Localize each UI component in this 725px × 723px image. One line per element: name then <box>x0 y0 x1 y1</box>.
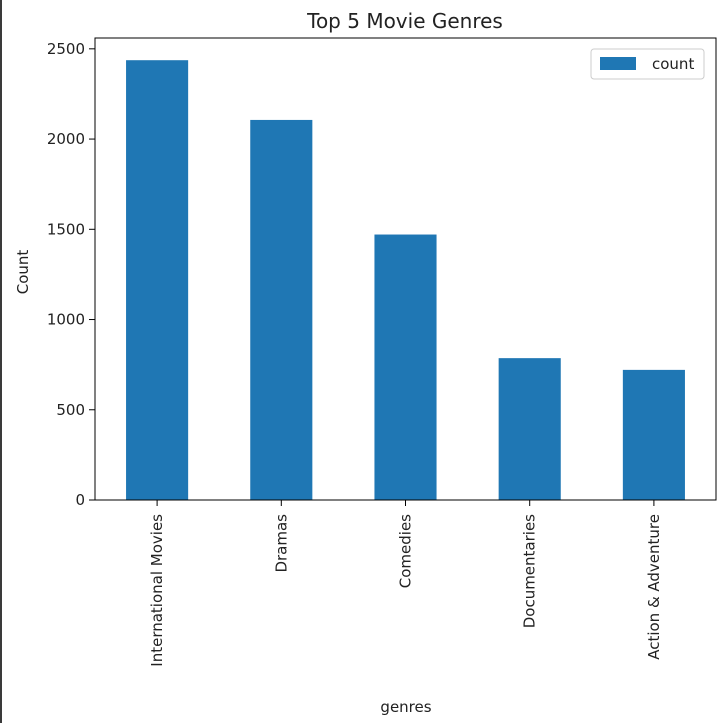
x-tick-label: Comedies <box>397 514 415 588</box>
bar-4 <box>622 369 685 500</box>
x-axis-label: genres <box>380 698 431 716</box>
x-tick-label: Documentaries <box>521 514 539 628</box>
bar-3 <box>498 358 561 500</box>
legend-box <box>590 48 705 80</box>
y-tick-label: 0 <box>75 491 85 509</box>
y-axis: 0 500 1000 1500 2000 2500 <box>47 40 95 509</box>
y-tick-label: 1500 <box>47 220 85 238</box>
x-tick-label: Dramas <box>272 514 290 573</box>
plot-frame <box>94 37 717 501</box>
legend-label: count <box>652 55 694 73</box>
y-tick-label: 1000 <box>47 311 85 329</box>
chart-title: Top 5 Movie Genres <box>306 9 503 33</box>
window-frame-edge <box>0 0 2 723</box>
x-tick-label: Action & Adventure <box>645 514 663 660</box>
y-tick-label: 2000 <box>47 130 85 148</box>
y-tick-label: 2500 <box>47 40 85 58</box>
y-axis-label: Count <box>14 250 32 295</box>
bar-2 <box>374 234 437 500</box>
y-tick-label: 500 <box>56 401 85 419</box>
legend-swatch <box>600 57 636 70</box>
bar-1 <box>250 119 313 501</box>
bars-group <box>126 60 685 501</box>
legend: count <box>590 48 705 80</box>
x-axis: International Movies Dramas Comedies Docume… <box>148 500 663 667</box>
x-tick-label: International Movies <box>148 514 166 667</box>
bar-0 <box>126 60 189 500</box>
